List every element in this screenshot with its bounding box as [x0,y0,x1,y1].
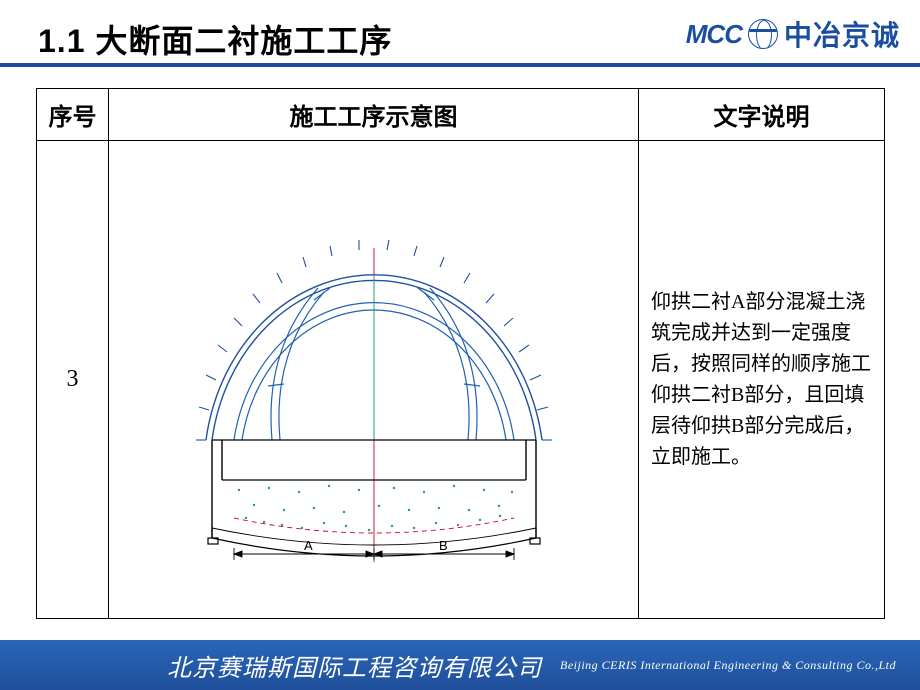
tunnel-svg: A B [154,170,594,590]
company-logo: MCC 中冶京诚 [686,14,900,54]
col-header-desc: 文字说明 [639,89,885,141]
col-header-seq: 序号 [37,89,109,141]
header-divider [0,63,920,67]
cell-seq: 3 [37,141,109,619]
cell-description: 仰拱二衬A部分混凝土浇筑完成并达到一定强度后，按照同样的顺序施工仰拱二衬B部分，… [639,141,885,619]
label-b: B [439,538,448,553]
footer: 北京赛瑞斯国际工程咨询有限公司 Beijing CERIS Internatio… [0,640,920,690]
logo-text-mcc: MCC [686,19,742,50]
globe-icon [748,19,778,49]
procedure-table: 序号 施工工序示意图 文字说明 3 [36,88,885,619]
slide-title: 1.1 大断面二衬施工工序 [38,16,392,62]
table-header-row: 序号 施工工序示意图 文字说明 [37,89,885,141]
slide: 1.1 大断面二衬施工工序 MCC 中冶京诚 序号 施工工序示意图 文字说明 3 [0,0,920,690]
col-header-diagram: 施工工序示意图 [109,89,639,141]
header: 1.1 大断面二衬施工工序 MCC 中冶京诚 [0,0,920,68]
table-row: 3 [37,141,885,619]
logo-text-cn: 中冶京诚 [784,14,900,54]
footer-company-en: Beijing CERIS International Engineering … [560,658,896,673]
label-a: A [304,538,313,553]
footer-company-cn: 北京赛瑞斯国际工程咨询有限公司 [167,648,542,683]
cell-diagram: A B [109,141,639,619]
tunnel-diagram: A B [109,170,638,590]
